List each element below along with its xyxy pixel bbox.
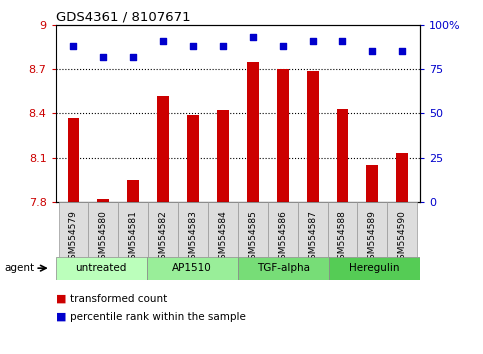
- Bar: [58, 202, 88, 257]
- Bar: [147, 257, 238, 280]
- Point: [219, 43, 227, 49]
- Bar: [238, 257, 329, 280]
- Bar: [238, 202, 268, 257]
- Text: AP1510: AP1510: [172, 263, 212, 273]
- Bar: [277, 69, 289, 202]
- Point: [159, 38, 167, 44]
- Bar: [68, 118, 80, 202]
- Bar: [208, 202, 238, 257]
- Bar: [98, 199, 109, 202]
- Text: GSM554589: GSM554589: [368, 210, 377, 265]
- Text: Heregulin: Heregulin: [349, 263, 400, 273]
- Bar: [307, 70, 319, 202]
- Point: [189, 43, 197, 49]
- Text: GSM554583: GSM554583: [188, 210, 198, 265]
- Bar: [178, 202, 208, 257]
- Point: [279, 43, 286, 49]
- Bar: [157, 96, 169, 202]
- Bar: [217, 110, 229, 202]
- Bar: [298, 202, 327, 257]
- Text: TGF-alpha: TGF-alpha: [257, 263, 310, 273]
- Bar: [187, 115, 199, 202]
- Text: percentile rank within the sample: percentile rank within the sample: [70, 312, 246, 322]
- Text: GSM554585: GSM554585: [248, 210, 257, 265]
- Text: GSM554579: GSM554579: [69, 210, 78, 265]
- Point: [129, 54, 137, 59]
- Text: GSM554582: GSM554582: [158, 210, 168, 265]
- Bar: [357, 202, 387, 257]
- Bar: [337, 109, 348, 202]
- Bar: [387, 202, 417, 257]
- Bar: [396, 153, 408, 202]
- Bar: [118, 202, 148, 257]
- Point: [398, 48, 406, 54]
- Text: agent: agent: [5, 263, 35, 273]
- Point: [369, 48, 376, 54]
- Bar: [327, 202, 357, 257]
- Point: [70, 43, 77, 49]
- Text: untreated: untreated: [75, 263, 127, 273]
- Bar: [56, 257, 147, 280]
- Text: GSM554586: GSM554586: [278, 210, 287, 265]
- Point: [99, 54, 107, 59]
- Text: transformed count: transformed count: [70, 294, 167, 304]
- Bar: [367, 165, 378, 202]
- Bar: [247, 62, 259, 202]
- Text: GDS4361 / 8107671: GDS4361 / 8107671: [56, 11, 190, 24]
- Point: [309, 38, 316, 44]
- Text: ■: ■: [56, 294, 66, 304]
- Text: GSM554580: GSM554580: [99, 210, 108, 265]
- Text: GSM554587: GSM554587: [308, 210, 317, 265]
- Text: GSM554584: GSM554584: [218, 210, 227, 265]
- Bar: [268, 202, 298, 257]
- Bar: [148, 202, 178, 257]
- Text: GSM554588: GSM554588: [338, 210, 347, 265]
- Text: GSM554590: GSM554590: [398, 210, 407, 265]
- Text: ■: ■: [56, 312, 66, 322]
- Bar: [88, 202, 118, 257]
- Point: [339, 38, 346, 44]
- Point: [249, 34, 256, 40]
- Text: GSM554581: GSM554581: [129, 210, 138, 265]
- Bar: [128, 179, 139, 202]
- Bar: [329, 257, 420, 280]
